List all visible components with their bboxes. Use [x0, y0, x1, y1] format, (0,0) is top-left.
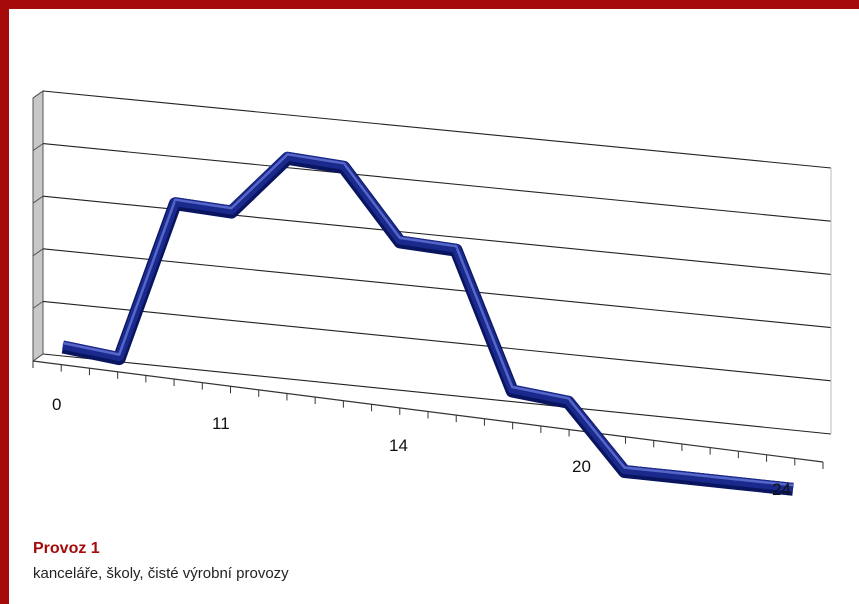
gridline — [42, 143, 832, 222]
side-wall-gridline — [32, 195, 44, 204]
series-ribbon — [61, 151, 794, 496]
x-tick-label: 11 — [212, 414, 230, 433]
caption-subtitle: kanceláře, školy, čisté výrobní provozy — [33, 565, 289, 582]
gridline — [42, 90, 832, 169]
series-line — [62, 151, 794, 492]
data-point-7 — [455, 247, 457, 249]
data-point-11 — [680, 474, 682, 476]
data-point-2 — [174, 201, 176, 203]
data-point-4 — [287, 155, 289, 157]
data-point-8 — [511, 388, 513, 390]
data-point-10 — [624, 469, 625, 470]
data-point-5 — [343, 164, 345, 166]
series-line-highlight — [62, 153, 794, 487]
data-point-3 — [231, 209, 232, 211]
x-axis-tick-labels: 0 11 14 20 24 — [52, 395, 791, 499]
data-point-9 — [567, 399, 569, 401]
x-tick-label: 14 — [389, 436, 408, 455]
side-wall-gridline — [32, 143, 44, 152]
side-wall-gridline — [32, 353, 44, 362]
data-point-0 — [62, 344, 64, 346]
data-point-12 — [736, 480, 738, 482]
data-point-1 — [118, 356, 120, 358]
chart-side-wall — [32, 90, 44, 362]
caption-title: Provoz 1 — [33, 540, 100, 557]
gridline — [42, 248, 832, 329]
x-tick-label: 20 — [572, 457, 591, 476]
x-tick-label: 24 — [772, 480, 791, 499]
data-point-6 — [399, 239, 401, 241]
gridline — [42, 353, 832, 435]
gridline — [42, 300, 832, 382]
side-wall-gridline — [32, 300, 44, 309]
side-wall-gridlines — [32, 90, 44, 362]
data-point-13 — [792, 486, 794, 488]
x-axis-ticks — [32, 361, 824, 469]
back-wall-gridlines — [42, 90, 832, 435]
side-wall-gridline — [32, 90, 44, 99]
side-wall-gridline — [32, 248, 44, 257]
x-tick-label: 0 — [52, 395, 61, 414]
